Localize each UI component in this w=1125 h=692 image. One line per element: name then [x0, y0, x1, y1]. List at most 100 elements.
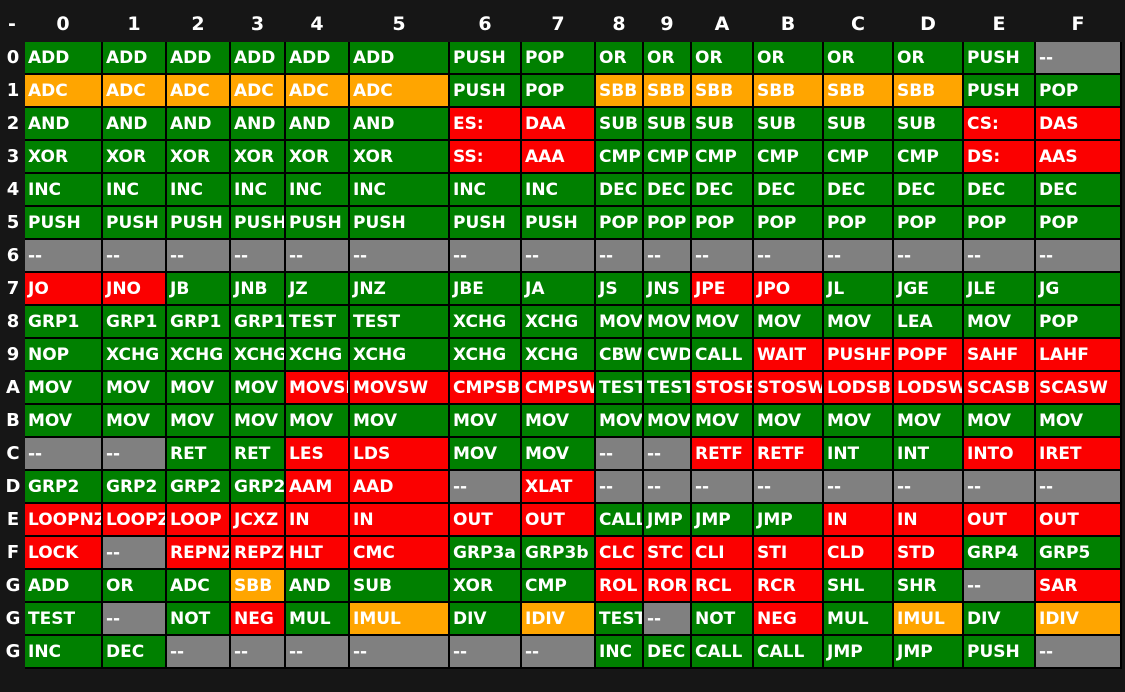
opcode-cell: INC: [284, 172, 350, 207]
opcode-cell: SUB: [822, 106, 894, 141]
opcode-cell: ADC: [101, 73, 167, 108]
opcode-cell: GRP1: [101, 304, 167, 339]
opcode-cell: ADD: [348, 40, 450, 75]
opcode-cell: OR: [892, 40, 964, 75]
opcode-cell: PUSH: [520, 205, 596, 240]
opcode-cell: PUSH: [448, 40, 522, 75]
opcode-cell: --: [594, 238, 644, 273]
opcode-cell: MOV: [23, 403, 103, 438]
opcode-cell: SHR: [892, 568, 964, 603]
opcode-row-7-7: 7 JO JNO JB JNB JZ JNZ JBE JA JS JNS JPE JPO JL JGE JLE…: [2, 271, 1122, 306]
opcode-cell: SCASW: [1034, 370, 1122, 405]
opcode-cell: --: [448, 238, 522, 273]
opcode-cell: NOT: [165, 601, 231, 636]
opcode-cell: DEC: [1034, 172, 1122, 207]
opcode-cell: JMP: [822, 634, 894, 669]
opcode-cell: JGE: [892, 271, 964, 306]
opcode-cell: JBE: [448, 271, 522, 306]
opcode-cell: ADD: [284, 40, 350, 75]
opcode-cell: CLD: [822, 535, 894, 570]
opcode-cell: MOV: [822, 304, 894, 339]
opcode-cell: --: [23, 238, 103, 273]
row-label: 0: [6, 47, 20, 68]
opcode-cell: JLE: [962, 271, 1036, 306]
opcode-cell: DEC: [822, 172, 894, 207]
opcode-cell: CALL: [690, 337, 754, 372]
opcode-cell: POP: [1034, 304, 1122, 339]
opcode-cell: RCR: [752, 568, 824, 603]
opcode-cell: TEST: [284, 304, 350, 339]
opcode-cell: IN: [348, 502, 450, 537]
opcode-cell: --: [1034, 634, 1122, 669]
opcode-cell: GRP4: [962, 535, 1036, 570]
opcode-cell: RET: [229, 436, 286, 471]
opcode-row-0-0: 0 ADD ADD ADD ADD ADD ADD PUSH POP OR OR OR OR OR OR PU…: [2, 40, 1122, 75]
opcode-cell: ROL: [594, 568, 644, 603]
row-label: C: [6, 443, 20, 464]
opcode-cell: XOR: [348, 139, 450, 174]
opcode-cell: XCHG: [229, 337, 286, 372]
opcode-row-5-5: 5 PUSH PUSH PUSH PUSH PUSH PUSH PUSH PUSH POP POP P…: [2, 205, 1122, 240]
opcode-cell: XCHG: [348, 337, 450, 372]
opcode-cell: JNZ: [348, 271, 450, 306]
opcode-cell: DEC: [642, 634, 692, 669]
opcode-cell: XOR: [284, 139, 350, 174]
opcode-cell: DEC: [962, 172, 1036, 207]
opcode-cell: POP: [822, 205, 894, 240]
opcode-cell: CBW: [594, 337, 644, 372]
opcode-cell: CMP: [520, 568, 596, 603]
opcode-row-G-18: G INC DEC -- -- -- -- -- -- INC DEC CALL CALL JMP JMP P…: [2, 634, 1122, 669]
opcode-cell: AND: [101, 106, 167, 141]
opcode-cell: XCHG: [520, 337, 596, 372]
opcode-cell: NEG: [229, 601, 286, 636]
opcode-cell: MOV: [23, 370, 103, 405]
opcode-cell: POP: [690, 205, 754, 240]
opcode-cell: STOSW: [752, 370, 824, 405]
opcode-cell: MOV: [822, 403, 894, 438]
opcode-cell: --: [962, 238, 1036, 273]
opcode-cell: MOV: [690, 304, 754, 339]
opcode-row-B-11: B MOV MOV MOV MOV MOV MOV MOV MOV MOV MOV MOV MOV MOV…: [2, 403, 1122, 438]
opcode-cell: MOV: [448, 403, 522, 438]
opcode-cell: --: [752, 238, 824, 273]
header-row: - 0 1 2 3 4 5 6 7 8 9 A B C D E F: [2, 7, 1121, 41]
opcode-row-3-3: 3 XOR XOR XOR XOR XOR XOR SS: AAA CMP CMP CMP CMP CMP…: [2, 139, 1122, 174]
opcode-cell: DEC: [752, 172, 824, 207]
opcode-cell: JPO: [752, 271, 824, 306]
opcode-cell: INC: [229, 172, 286, 207]
opcode-cell: DEC: [642, 172, 692, 207]
opcode-row-2-2: 2 AND AND AND AND AND AND ES: DAA SUB SUB SUB SUB SUB…: [2, 106, 1122, 141]
col-header-E: E: [992, 13, 1006, 35]
opcode-cell: --: [594, 469, 644, 504]
opcode-cell: IRET: [1034, 436, 1122, 471]
opcode-cell: SUB: [752, 106, 824, 141]
opcode-cell: CMP: [892, 139, 964, 174]
opcode-cell: ROR: [642, 568, 692, 603]
opcode-cell: SBB: [822, 73, 894, 108]
opcode-cell: IDIV: [520, 601, 596, 636]
opcode-cell: --: [822, 238, 894, 273]
col-header-F: F: [1071, 13, 1085, 35]
opcode-cell: AND: [229, 106, 286, 141]
opcode-row-A-10: AMOVMOVMOVMOVMOVSBMOVSWCMPSBCMPSWTESTTES…: [2, 370, 1122, 405]
col-header-2: 2: [191, 13, 205, 35]
opcode-row-E-14: E LOOPNZ LOOPZ LOOP JCXZ IN IN OUT OUT CALL JMP JMP…: [2, 502, 1122, 537]
opcode-cell: GRP2: [23, 469, 103, 504]
opcode-cell: POP: [520, 73, 596, 108]
opcode-cell: OUT: [520, 502, 596, 537]
opcode-cell: ADD: [23, 568, 103, 603]
opcode-cell: OUT: [448, 502, 522, 537]
opcode-cell: CMC: [348, 535, 450, 570]
col-header-4: 4: [310, 13, 324, 35]
opcode-cell: --: [752, 469, 824, 504]
col-header-C: C: [851, 13, 865, 35]
opcode-cell: STI: [752, 535, 824, 570]
opcode-cell: IN: [822, 502, 894, 537]
row-label: 8: [6, 311, 20, 332]
opcode-cell: XOR: [229, 139, 286, 174]
opcode-row-G-17: G TEST -- NOT NEG MUL IMUL DIV IDIV TEST -- NOT NEG M…: [2, 601, 1122, 636]
opcode-cell: MOV: [229, 403, 286, 438]
opcode-cell: GRP1: [229, 304, 286, 339]
opcode-cell: RCL: [690, 568, 754, 603]
opcode-cell: CS:: [962, 106, 1036, 141]
